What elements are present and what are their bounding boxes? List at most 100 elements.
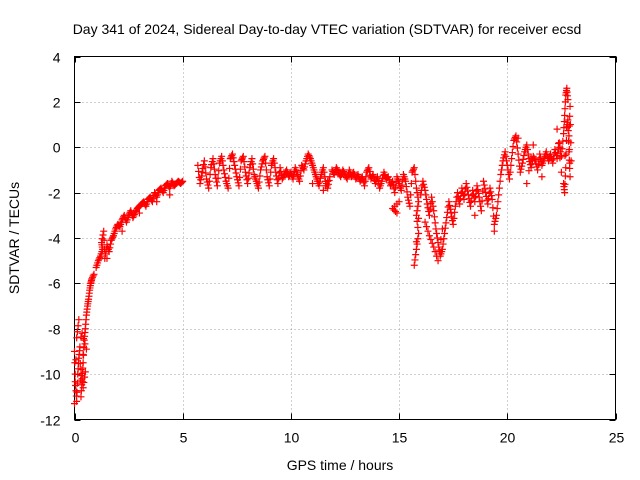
data-point <box>473 182 481 190</box>
data-point <box>205 177 213 185</box>
data-point <box>439 240 447 248</box>
data-point <box>333 165 341 173</box>
data-point <box>434 257 442 265</box>
data-point <box>244 180 252 188</box>
data-point <box>249 165 257 173</box>
data-point <box>299 164 307 172</box>
x-tick-label: 15 <box>392 430 408 446</box>
data-point <box>441 229 449 237</box>
data-point <box>431 219 439 227</box>
data-point <box>232 169 240 177</box>
data-point <box>300 166 308 174</box>
data-point <box>415 198 423 206</box>
data-point <box>414 202 422 210</box>
data-point <box>393 209 401 217</box>
data-point <box>100 236 108 244</box>
data-point <box>73 334 81 342</box>
data-point <box>168 177 176 185</box>
data-point <box>201 163 209 171</box>
data-point <box>343 175 351 183</box>
data-point <box>566 102 574 110</box>
data-point <box>71 378 79 386</box>
data-point <box>523 141 531 149</box>
data-point <box>80 378 88 386</box>
data-point <box>109 233 117 241</box>
data-point <box>498 166 506 174</box>
data-point <box>197 172 205 180</box>
data-point <box>403 188 411 196</box>
data-point <box>148 196 156 204</box>
data-point <box>257 163 265 171</box>
data-point <box>508 155 516 163</box>
data-point <box>105 248 113 256</box>
data-point <box>340 167 348 175</box>
data-point <box>557 152 565 160</box>
data-point <box>419 177 427 185</box>
data-point <box>324 177 332 185</box>
data-point <box>494 198 502 206</box>
data-point <box>80 335 88 343</box>
data-point <box>410 261 418 269</box>
data-point <box>316 178 324 186</box>
data-point <box>492 214 500 222</box>
data-point <box>466 198 474 206</box>
data-point <box>445 198 453 206</box>
data-point <box>362 173 370 181</box>
data-point <box>432 225 440 233</box>
data-point <box>196 180 204 188</box>
data-point <box>404 196 412 204</box>
data-point <box>412 245 420 253</box>
data-point <box>391 189 399 197</box>
data-point <box>405 199 413 207</box>
data-point <box>492 211 500 219</box>
data-point <box>361 177 369 185</box>
data-point <box>270 155 278 163</box>
data-point <box>459 192 467 200</box>
data-point <box>373 173 381 181</box>
data-point <box>115 222 123 230</box>
data-point <box>566 112 574 120</box>
data-point <box>316 174 324 182</box>
data-point <box>230 158 238 166</box>
data-point <box>421 218 429 226</box>
data-point <box>177 179 185 187</box>
data-point <box>438 225 446 233</box>
data-point <box>423 223 431 231</box>
data-point <box>566 121 574 129</box>
data-point <box>319 186 327 194</box>
data-point <box>561 111 569 119</box>
data-point <box>478 197 486 205</box>
data-point <box>219 161 227 169</box>
data-point <box>428 193 436 201</box>
data-point <box>495 184 503 192</box>
data-point <box>490 227 498 235</box>
data-point <box>228 150 236 158</box>
data-point <box>407 191 415 199</box>
data-point <box>221 170 229 178</box>
data-point <box>514 134 522 142</box>
data-point <box>409 167 417 175</box>
data-point <box>525 167 533 175</box>
data-point <box>198 168 206 176</box>
data-point <box>491 217 499 225</box>
data-point <box>411 256 419 264</box>
data-point <box>77 393 85 401</box>
data-point <box>81 373 89 381</box>
data-point <box>549 159 557 167</box>
x-axis-tick-labels: 0 5 10 15 20 25 <box>72 430 625 446</box>
data-point <box>479 177 487 185</box>
data-point <box>153 198 161 206</box>
data-point <box>130 212 138 220</box>
data-point <box>360 182 368 190</box>
data-point <box>74 322 82 330</box>
data-point <box>200 157 208 165</box>
data-point <box>339 166 347 174</box>
data-point <box>95 255 103 263</box>
data-point <box>211 170 219 178</box>
data-point <box>210 160 218 168</box>
data-point <box>207 164 215 172</box>
data-point <box>413 217 421 225</box>
data-point <box>506 168 514 176</box>
data-point <box>557 168 565 176</box>
data-point <box>71 400 78 408</box>
